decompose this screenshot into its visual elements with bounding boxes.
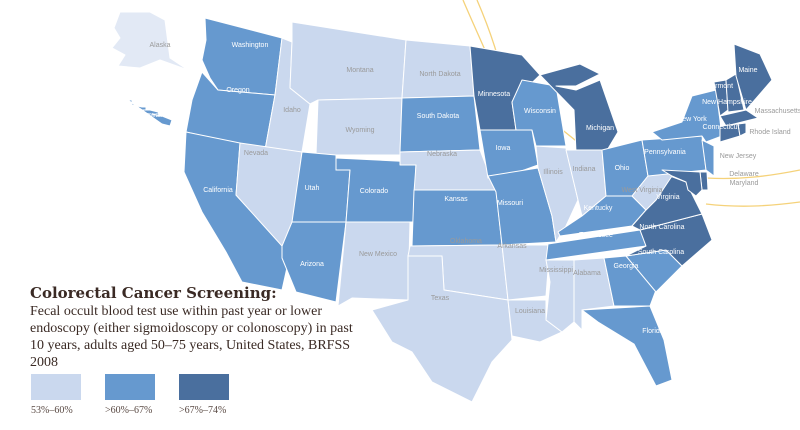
state-label-virginia: Virginia (656, 194, 679, 201)
state-maine (733, 43, 773, 111)
state-label-west-virginia: West Virginia (622, 187, 663, 194)
legend-item-mid: >60%–67% (105, 374, 155, 416)
state-label-florida: Florida (642, 328, 664, 335)
state-hawaii (127, 99, 173, 127)
state-label-texas: Texas (431, 295, 450, 302)
state-label-south-dakota: South Dakota (417, 113, 460, 120)
state-rhode-island (737, 122, 747, 137)
state-label-maine: Maine (738, 67, 757, 74)
legend-label-low: 53%–60% (31, 405, 73, 416)
state-wisconsin (511, 79, 567, 147)
legend-swatch-low (31, 374, 81, 400)
state-florida (581, 305, 673, 387)
state-label-hawaii: Hawaii (141, 112, 162, 119)
state-label-tennessee: Tennessee (579, 232, 613, 239)
state-label-utah: Utah (305, 185, 320, 192)
state-north-carolina (625, 213, 713, 267)
state-label-mississippi: Mississippi (539, 267, 573, 274)
state-maryland (661, 169, 703, 197)
legend-label-mid: >60%–67% (105, 405, 153, 416)
map-subtitle: Fecal occult blood test use within past … (30, 304, 353, 370)
state-washington (201, 17, 283, 96)
legend-item-high: >67%–74% (179, 374, 229, 416)
state-massachusetts (719, 109, 759, 127)
state-label-kansas: Kansas (444, 196, 468, 203)
orbit-line (705, 169, 800, 180)
state-new-mexico (337, 221, 411, 307)
state-georgia (603, 255, 657, 307)
legend-swatch-high (179, 374, 229, 400)
state-label-kentucky: Kentucky (584, 205, 613, 212)
state-michigan (539, 63, 619, 153)
state-new-jersey (701, 139, 715, 177)
state-label-montana: Montana (346, 67, 373, 74)
state-label-wisconsin: Wisconsin (524, 108, 556, 115)
state-label-indiana: Indiana (573, 166, 596, 173)
state-alaska (111, 11, 189, 71)
state-label-louisiana: Louisiana (515, 308, 545, 315)
state-label-massachusetts: Massachusetts (755, 108, 800, 115)
state-label-nebraska: Nebraska (427, 151, 457, 158)
state-label-georgia: Georgia (614, 263, 639, 270)
state-label-oklahoma: Oklahoma (450, 238, 482, 245)
state-pennsylvania (641, 135, 707, 177)
state-label-idaho: Idaho (283, 107, 301, 114)
state-label-new-mexico: New Mexico (359, 251, 397, 258)
state-north-dakota (401, 39, 475, 99)
state-label-oregon: Oregon (226, 87, 249, 94)
legend-item-low: 53%–60% (31, 374, 81, 416)
state-south-dakota (399, 95, 481, 153)
state-label-nevada: Nevada (244, 150, 268, 157)
state-label-washington: Washington (232, 42, 269, 49)
state-label-michigan: Michigan (586, 125, 614, 132)
state-label-connecticut: Connecticut (703, 124, 740, 131)
state-texas (371, 255, 513, 403)
state-label-vermont: Vermont (707, 83, 733, 90)
state-label-arkansas: Arkansas (497, 243, 527, 250)
state-label-alabama: Alabama (573, 270, 601, 277)
state-label-new-york: New York (677, 116, 707, 123)
state-label-colorado: Colorado (360, 188, 389, 195)
state-label-rhode-island: Rhode Island (749, 129, 790, 136)
legend-swatch-mid (105, 374, 155, 400)
state-label-arizona: Arizona (300, 261, 324, 268)
state-label-iowa: Iowa (496, 145, 511, 152)
state-label-new-hampshire: New Hampshire (702, 99, 752, 106)
state-label-wyoming: Wyoming (345, 127, 374, 134)
state-label-alaska: Alaska (149, 42, 170, 49)
state-shapes (111, 11, 773, 403)
state-labels: Alaska Hawaii Washington Oregon California Id… (141, 42, 800, 335)
state-label-delaware: Delaware (729, 171, 759, 178)
state-label-minnesota: Minnesota (478, 91, 510, 98)
state-label-missouri: Missouri (497, 200, 524, 207)
state-montana (289, 21, 407, 105)
state-label-california: California (203, 187, 233, 194)
state-label-ohio: Ohio (615, 165, 630, 172)
state-label-north-dakota: North Dakota (419, 71, 460, 78)
orbit-line (705, 201, 800, 207)
state-label-pennsylvania: Pennsylvania (644, 149, 686, 156)
legend-label-high: >67%–74% (179, 405, 227, 416)
state-label-south-carolina: South Carolina (638, 249, 684, 256)
map-title: Colorectal Cancer Screening: (30, 284, 277, 302)
state-label-illinois: Illinois (543, 169, 563, 176)
legend: 53%–60% >60%–67% >67%–74% (31, 374, 229, 416)
state-label-maryland: Maryland (730, 180, 759, 187)
state-arkansas (501, 244, 551, 301)
map-caption: Colorectal Cancer Screening: Fecal occul… (30, 284, 370, 371)
state-label-north-carolina: North Carolina (639, 224, 684, 231)
state-label-new-jersey: New Jersey (720, 153, 757, 160)
